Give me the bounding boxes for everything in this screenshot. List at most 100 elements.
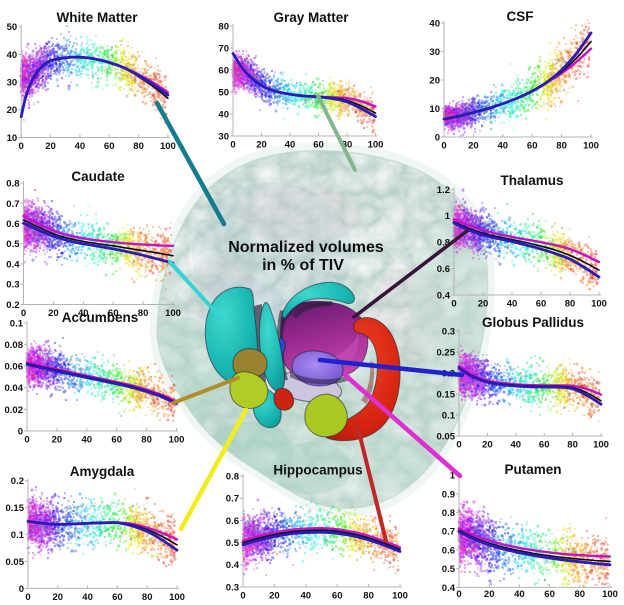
svg-text:100: 100 <box>368 140 384 151</box>
svg-text:80: 80 <box>556 141 567 152</box>
svg-text:0.15: 0.15 <box>6 503 25 514</box>
svg-text:40: 40 <box>511 440 522 451</box>
svg-text:Accumbens: Accumbens <box>62 310 139 325</box>
svg-text:100: 100 <box>169 592 185 600</box>
svg-text:80: 80 <box>141 435 152 446</box>
svg-text:0.7: 0.7 <box>226 494 239 505</box>
svg-text:0.15: 0.15 <box>437 389 456 400</box>
svg-text:20: 20 <box>468 141 479 152</box>
svg-text:40: 40 <box>218 109 229 120</box>
svg-text:80: 80 <box>575 589 586 600</box>
svg-text:White Matter: White Matter <box>57 10 139 25</box>
svg-text:0.6: 0.6 <box>437 264 450 275</box>
svg-text:0: 0 <box>441 141 446 152</box>
svg-text:0.7: 0.7 <box>6 199 19 210</box>
svg-text:100: 100 <box>583 141 599 152</box>
svg-text:100: 100 <box>593 440 609 451</box>
svg-text:30: 30 <box>218 131 229 142</box>
svg-text:0.5: 0.5 <box>6 239 20 250</box>
svg-text:20: 20 <box>48 308 59 319</box>
svg-text:0.1: 0.1 <box>11 530 25 541</box>
svg-text:Putamen: Putamen <box>504 462 561 477</box>
svg-text:60: 60 <box>332 591 343 601</box>
svg-text:Normalized volumes: Normalized volumes <box>228 239 384 256</box>
svg-text:100: 100 <box>591 299 607 310</box>
svg-text:100: 100 <box>392 591 408 601</box>
svg-text:10: 10 <box>7 133 18 144</box>
svg-text:30: 30 <box>429 47 440 58</box>
svg-text:0.8: 0.8 <box>6 179 19 190</box>
svg-text:80: 80 <box>567 440 578 451</box>
svg-text:0.4: 0.4 <box>6 259 20 270</box>
svg-text:60: 60 <box>218 65 229 76</box>
svg-text:20: 20 <box>52 435 63 446</box>
svg-text:20: 20 <box>7 105 18 116</box>
svg-text:60: 60 <box>539 440 550 451</box>
svg-text:0.2: 0.2 <box>6 300 19 311</box>
svg-text:0.25: 0.25 <box>437 347 456 358</box>
svg-text:40: 40 <box>301 591 312 601</box>
svg-text:40: 40 <box>82 435 93 446</box>
svg-text:60: 60 <box>104 141 115 152</box>
svg-text:20: 20 <box>269 591 280 601</box>
svg-text:in % of TIV: in % of TIV <box>262 257 344 274</box>
svg-text:0.6: 0.6 <box>442 545 455 556</box>
svg-text:1.2: 1.2 <box>437 185 450 196</box>
svg-text:0.08: 0.08 <box>5 340 24 351</box>
svg-text:40: 40 <box>507 299 518 310</box>
svg-text:80: 80 <box>565 299 576 310</box>
svg-text:0.8: 0.8 <box>437 238 450 249</box>
svg-text:80: 80 <box>138 308 149 319</box>
svg-text:80: 80 <box>342 140 353 151</box>
svg-text:40: 40 <box>78 308 89 319</box>
svg-text:Gray Matter: Gray Matter <box>273 10 349 25</box>
svg-text:100: 100 <box>160 141 176 152</box>
svg-text:1: 1 <box>445 211 451 222</box>
svg-text:0.4: 0.4 <box>226 560 240 571</box>
svg-text:0.3: 0.3 <box>6 280 19 291</box>
svg-text:0.5: 0.5 <box>226 538 240 549</box>
svg-text:40: 40 <box>514 589 525 600</box>
svg-text:0.05: 0.05 <box>437 431 456 442</box>
svg-text:60: 60 <box>544 589 555 600</box>
svg-text:0.5: 0.5 <box>442 564 456 575</box>
svg-text:0.7: 0.7 <box>442 527 455 538</box>
svg-text:60: 60 <box>527 141 538 152</box>
svg-text:0: 0 <box>21 308 26 319</box>
svg-text:80: 80 <box>142 592 153 600</box>
svg-text:0.1: 0.1 <box>10 318 24 329</box>
svg-text:20: 20 <box>478 299 489 310</box>
svg-text:40: 40 <box>285 140 296 151</box>
svg-text:0.3: 0.3 <box>226 582 239 593</box>
svg-text:0.4: 0.4 <box>437 290 451 301</box>
svg-text:50: 50 <box>218 87 229 98</box>
svg-text:0: 0 <box>24 435 29 446</box>
svg-text:20: 20 <box>429 75 440 86</box>
svg-text:0.6: 0.6 <box>6 219 19 230</box>
svg-text:80: 80 <box>218 21 229 32</box>
svg-text:100: 100 <box>169 435 185 446</box>
svg-text:0: 0 <box>456 440 461 451</box>
svg-text:100: 100 <box>165 308 181 319</box>
svg-text:0: 0 <box>25 592 30 600</box>
svg-text:0: 0 <box>19 141 24 152</box>
svg-text:40: 40 <box>429 18 440 29</box>
svg-text:80: 80 <box>133 141 144 152</box>
svg-text:0.8: 0.8 <box>442 508 455 519</box>
svg-text:0: 0 <box>18 426 23 437</box>
svg-text:Amygdala: Amygdala <box>70 464 135 479</box>
svg-text:0.9: 0.9 <box>442 489 455 500</box>
svg-text:0: 0 <box>435 132 440 143</box>
svg-text:60: 60 <box>313 140 324 151</box>
svg-text:60: 60 <box>112 592 123 600</box>
svg-text:CSF: CSF <box>507 9 534 24</box>
svg-text:30: 30 <box>7 78 18 89</box>
svg-text:60: 60 <box>108 308 119 319</box>
svg-text:Caudate: Caudate <box>71 169 125 184</box>
svg-text:Hippocampus: Hippocampus <box>273 463 362 478</box>
svg-text:40: 40 <box>82 592 93 600</box>
svg-text:0.02: 0.02 <box>5 405 24 416</box>
svg-text:0: 0 <box>230 140 235 151</box>
svg-text:20: 20 <box>256 140 267 151</box>
svg-text:0.2: 0.2 <box>11 476 24 487</box>
